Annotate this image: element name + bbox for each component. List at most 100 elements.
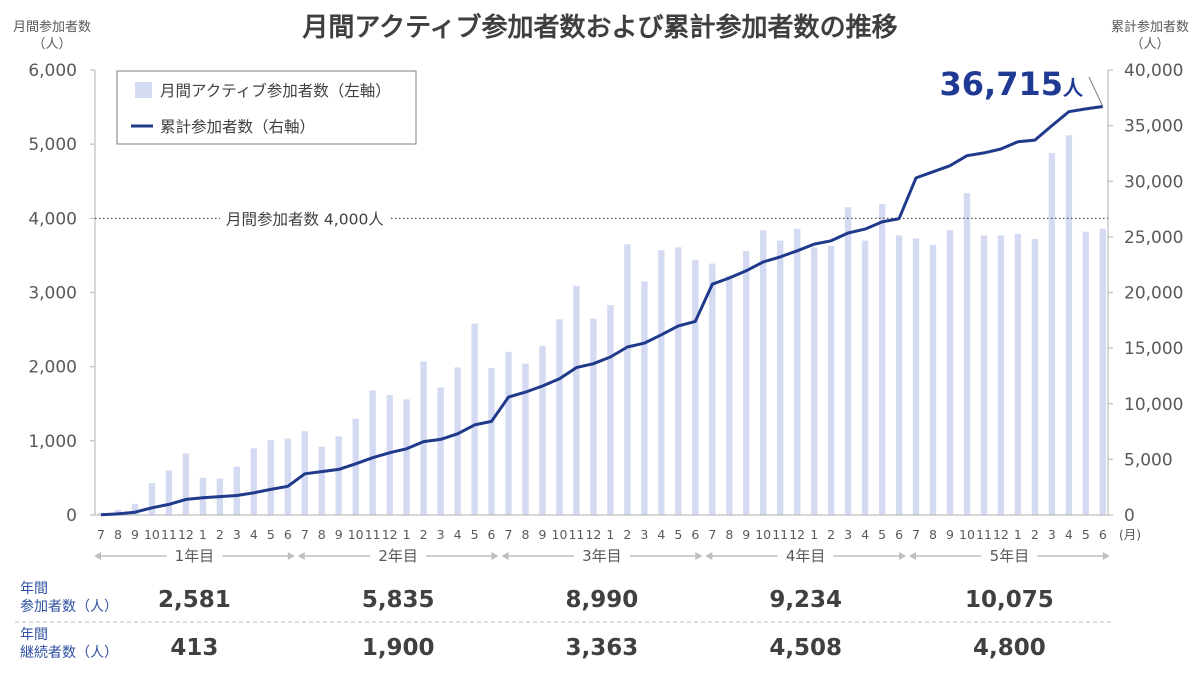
right-axis-tick-label: 5,000 bbox=[1124, 450, 1173, 470]
bar-monthly-active bbox=[369, 390, 376, 515]
x-axis-month-label: 11 bbox=[568, 527, 584, 542]
bar-monthly-active bbox=[878, 204, 886, 515]
x-axis-month-label: 2 bbox=[827, 527, 835, 542]
arrow-left-icon bbox=[705, 552, 713, 560]
year-group-label-background bbox=[777, 546, 834, 566]
year-groups: 1年目 2年目 3年目 4年目 5年目 bbox=[94, 546, 1110, 566]
x-axis-month-label: 1 bbox=[199, 527, 207, 542]
bar-monthly-active bbox=[794, 228, 801, 515]
annual-participants-value: 9,234 bbox=[769, 587, 842, 613]
x-axis-month-label: 10 bbox=[144, 527, 160, 542]
x-axis-month-label: 12 bbox=[993, 527, 1009, 542]
bar-monthly-active bbox=[267, 440, 274, 515]
right-axis-tick-label: 25,000 bbox=[1124, 228, 1183, 248]
arrow-left-icon bbox=[501, 552, 509, 560]
bar-monthly-active bbox=[573, 285, 580, 515]
x-axis-month-label: 10 bbox=[552, 527, 568, 542]
year-group-label-background bbox=[370, 546, 427, 566]
row2-label-line2: 継続者数（人） bbox=[20, 644, 118, 661]
arrow-left-icon bbox=[94, 552, 101, 560]
bar-monthly-active bbox=[233, 466, 240, 515]
x-axis-month-label: 10 bbox=[755, 527, 771, 542]
bar-monthly-active bbox=[946, 230, 954, 515]
left-axis-unit: （人） bbox=[32, 37, 71, 52]
bar-monthly-active bbox=[827, 245, 835, 516]
bar-monthly-active bbox=[522, 363, 529, 515]
x-axis-month-label: 1 bbox=[403, 527, 411, 542]
annual-participants-value: 10,075 bbox=[965, 587, 1054, 613]
right-axis-tick-label: 10,000 bbox=[1124, 395, 1183, 415]
x-axis-month-label: 6 bbox=[1099, 527, 1107, 542]
year-group-label: 2年目 bbox=[378, 547, 418, 565]
x-axis-month-label: 5 bbox=[674, 527, 682, 542]
x-axis-month-label: 8 bbox=[522, 527, 530, 542]
x-axis-month-label: 7 bbox=[97, 527, 105, 542]
x-axis-month-label: 2 bbox=[623, 527, 631, 542]
bar-monthly-active bbox=[1082, 231, 1089, 515]
x-axis-month-label: 4 bbox=[657, 527, 665, 542]
row1-label-line2: 参加者数（人） bbox=[20, 598, 118, 615]
cumulative-line-layer bbox=[100, 105, 1104, 517]
bar-monthly-active bbox=[471, 323, 478, 515]
bar-monthly-active bbox=[929, 245, 937, 515]
arrow-right-icon bbox=[899, 552, 907, 560]
bar-monthly-active bbox=[250, 448, 257, 516]
bar-monthly-active bbox=[318, 446, 325, 515]
table-values: 2,581 5,835 8,990 9,234 10,075 413 1,900 3,363 4… bbox=[158, 587, 1054, 661]
right-axis-tick-label: 30,000 bbox=[1124, 172, 1183, 192]
bar-monthly-active bbox=[352, 418, 359, 515]
bar-monthly-active bbox=[963, 193, 971, 515]
left-axis-tick-label: 4,000 bbox=[28, 209, 77, 229]
bar-monthly-active bbox=[844, 207, 852, 515]
bar-monthly-active bbox=[335, 436, 342, 515]
bar-monthly-active bbox=[607, 305, 614, 515]
x-axis-month-label: 2 bbox=[216, 527, 224, 542]
x-axis-month-label: 7 bbox=[708, 527, 716, 542]
bar-monthly-active bbox=[1065, 135, 1073, 516]
bar-monthly-active bbox=[895, 235, 903, 515]
bar-monthly-active bbox=[1014, 233, 1022, 515]
chart-title: 月間アクティブ参加者数および累計参加者数の推移 bbox=[301, 12, 897, 43]
x-axis-month-label: 9 bbox=[946, 527, 954, 542]
x-axis-month-label: 12 bbox=[178, 527, 194, 542]
x-axis-month-label: 5 bbox=[267, 527, 275, 542]
x-axis-month-label: 2 bbox=[1031, 527, 1039, 542]
monthly-active-bars bbox=[97, 135, 1106, 516]
x-axis-month-label: 11 bbox=[976, 527, 992, 542]
callout-unit: 人 bbox=[1063, 76, 1084, 100]
left-axis-tick-label: 0 bbox=[66, 506, 77, 526]
legend: 月間アクティブ参加者数（左軸） 累計参加者数（右軸） bbox=[116, 70, 417, 145]
bar-monthly-active bbox=[912, 238, 920, 515]
x-axis-month-label: 9 bbox=[539, 527, 547, 542]
annual-participants-value: 8,990 bbox=[566, 587, 639, 613]
bar-monthly-active bbox=[420, 361, 427, 515]
bar-monthly-active bbox=[760, 230, 767, 515]
legend-box bbox=[116, 70, 417, 145]
x-axis-month-label: 12 bbox=[585, 527, 601, 542]
x-axis-month-label: 5 bbox=[878, 527, 886, 542]
reference-line-label: 月間参加者数 4,000人 bbox=[226, 210, 384, 228]
left-axis-tick-label: 1,000 bbox=[28, 432, 77, 452]
year-group-label: 1年目 bbox=[175, 547, 215, 565]
bar-monthly-active bbox=[658, 250, 665, 515]
left-axis-tick-label: 6,000 bbox=[28, 61, 77, 81]
x-axis-month-label: 2 bbox=[420, 527, 428, 542]
right-axis-tick-label: 0 bbox=[1124, 506, 1135, 526]
bar-monthly-active bbox=[454, 367, 461, 515]
axis-labels: 0 1,000 2,000 3,000 4,000 5,000 6,000 0 5,000 10,… bbox=[28, 61, 1183, 542]
legend-line-label: 累計参加者数（右軸） bbox=[160, 118, 315, 136]
bar-monthly-active bbox=[980, 235, 988, 515]
bar-monthly-active bbox=[726, 275, 733, 515]
x-axis-month-label: 4 bbox=[861, 527, 869, 542]
bar-monthly-active bbox=[675, 247, 682, 516]
annual-continuing-value: 3,363 bbox=[566, 635, 639, 661]
x-axis-month-label: 3 bbox=[640, 527, 648, 542]
legend-bar-swatch bbox=[135, 82, 152, 98]
bar-monthly-active bbox=[165, 470, 173, 515]
x-axis-month-label: 4 bbox=[454, 527, 462, 542]
summary-table: 年間 参加者数（人） 年間 継続者数（人） 2,581 5,835 8,990 9,2… bbox=[15, 581, 1112, 661]
x-axis-month-label: 11 bbox=[772, 527, 788, 542]
x-axis-month-label: 6 bbox=[284, 527, 292, 542]
left-axis-title: 月間参加者数 bbox=[13, 19, 91, 35]
bar-monthly-active bbox=[590, 318, 597, 515]
